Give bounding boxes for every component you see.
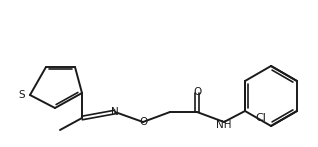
- Text: Cl: Cl: [256, 113, 266, 123]
- Text: O: O: [193, 87, 201, 97]
- Text: O: O: [139, 117, 147, 127]
- Text: S: S: [19, 90, 25, 100]
- Text: N: N: [111, 107, 119, 117]
- Text: NH: NH: [216, 120, 232, 130]
